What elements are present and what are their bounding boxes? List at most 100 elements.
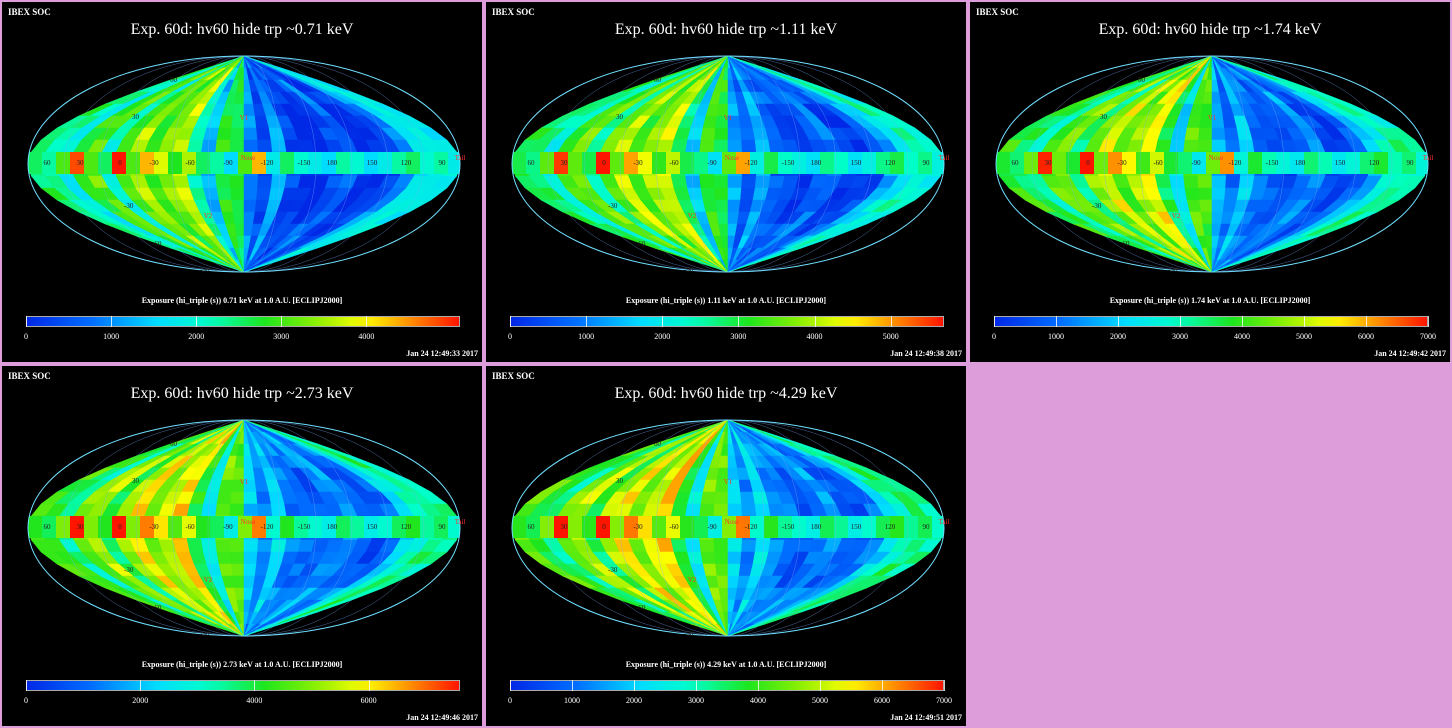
marker-label: V1 xyxy=(1208,114,1217,122)
lat-label: -90 xyxy=(200,266,210,274)
lon-label: 180 xyxy=(1295,159,1306,167)
lon-label: 30 xyxy=(561,523,569,531)
colorbar-tick: 4000 xyxy=(358,332,375,341)
colorbar-tick: 1000 xyxy=(1048,332,1064,341)
lon-label: 30 xyxy=(561,159,569,167)
colorbar-tick-mark xyxy=(758,680,759,691)
lat-label: 30 xyxy=(616,477,624,485)
lat-label: -60 xyxy=(636,240,646,248)
marker-label: Tail xyxy=(939,518,950,526)
marker-label: Tail xyxy=(939,154,950,162)
colorbar-tick-mark xyxy=(696,680,697,691)
colorbar-tick: 5000 xyxy=(1296,332,1312,341)
marker-label: V2 xyxy=(204,576,213,584)
marker-label: Nose xyxy=(725,518,739,526)
lat-label: 60 xyxy=(170,76,178,84)
lat-label: 30 xyxy=(132,477,140,485)
colorbar xyxy=(510,680,944,691)
lon-label: 60 xyxy=(44,159,52,167)
lon-label: 0 xyxy=(602,159,606,167)
colorbar-tick: 0 xyxy=(24,332,28,341)
lat-label: 30 xyxy=(1100,113,1108,121)
marker-label: Tail xyxy=(455,154,466,162)
lon-label: 150 xyxy=(367,159,378,167)
lon-label: -90 xyxy=(223,523,233,531)
lon-label: 0 xyxy=(1086,159,1090,167)
marker-label: V2 xyxy=(204,212,213,220)
colorbar-tick: 0 xyxy=(508,696,512,705)
lon-label: -150 xyxy=(298,523,311,531)
lon-label: -90 xyxy=(707,523,717,531)
skymap-panel: IBEX SOC Exp. 60d: hv60 hide trp ~0.71 ke… xyxy=(2,2,482,362)
colorbar-tick: 0 xyxy=(992,332,996,341)
lat-label: 60 xyxy=(654,76,662,84)
mollweide-map: 60 30 0 -30 -60 -90 -120 -150 180 150 120 90 60 30 -30… xyxy=(27,419,465,638)
colorbar-tick: 2000 xyxy=(132,696,149,705)
panel-title: Exp. 60d: hv60 hide trp ~4.29 keV xyxy=(614,385,838,402)
colorbar-tick: 5000 xyxy=(882,332,899,341)
lon-label: -120 xyxy=(745,159,758,167)
lat-label: -60 xyxy=(152,240,162,248)
lon-label: 180 xyxy=(327,523,338,531)
colorbar-label: Exposure (hi_triple (s)) 2.73 keV at 1.0… xyxy=(141,660,343,669)
lon-label: 180 xyxy=(327,159,338,167)
lat-label: -30 xyxy=(124,566,134,574)
colorbar-tick: 4000 xyxy=(246,696,263,705)
lon-label: 150 xyxy=(1335,159,1346,167)
lon-label: -150 xyxy=(298,159,311,167)
marker-label: Nose xyxy=(725,154,739,162)
lon-label: 30 xyxy=(77,159,85,167)
colorbar-tick-mark xyxy=(281,316,283,327)
colorbar-tick-mark xyxy=(111,316,113,327)
colorbar-tick-mark xyxy=(634,680,635,691)
colorbar-tick-mark xyxy=(366,316,368,327)
marker-label: V2 xyxy=(688,212,697,220)
org-label: IBEX SOC xyxy=(492,7,535,17)
colorbar-tick-mark xyxy=(586,316,588,327)
lon-label: -120 xyxy=(261,159,274,167)
colorbar-tick-mark xyxy=(254,680,256,691)
colorbar-tick: 7000 xyxy=(936,696,952,705)
colorbar-tick: 3000 xyxy=(730,332,747,341)
lat-label: 30 xyxy=(616,113,624,121)
lon-label: 120 xyxy=(401,159,412,167)
colorbar-tick-mark xyxy=(890,316,892,327)
colorbar-label: Exposure (hi_triple (s)) 0.71 keV at 1.0… xyxy=(141,296,343,305)
skymap-panel: IBEX SOC Exp. 60d: hv60 hide trp ~2.73 ke… xyxy=(2,366,482,726)
lon-label: 120 xyxy=(885,159,896,167)
lon-label: 30 xyxy=(77,523,85,531)
timestamp: Jan 24 12:49:46 2017 xyxy=(406,713,478,722)
org-label: IBEX SOC xyxy=(492,371,535,381)
lon-label: -60 xyxy=(1153,159,1163,167)
colorbar-tick-mark xyxy=(882,680,883,691)
lon-label: 150 xyxy=(851,159,862,167)
colorbar-tick-mark xyxy=(510,316,511,327)
lon-label: -90 xyxy=(707,159,717,167)
colorbar-tick-mark xyxy=(994,316,995,327)
org-label: IBEX SOC xyxy=(8,371,51,381)
colorbar-tick: 4000 xyxy=(750,696,766,705)
skymap-panel: IBEX SOC Exp. 60d: hv60 hide trp ~1.11 ke… xyxy=(486,2,966,362)
colorbar-tick: 4000 xyxy=(806,332,823,341)
lon-label: 90 xyxy=(439,159,447,167)
colorbar-tick-mark xyxy=(1056,316,1057,327)
colorbar-label: Exposure (hi_triple (s)) 1.74 keV at 1.0… xyxy=(1109,296,1311,305)
lon-label: -120 xyxy=(1229,159,1242,167)
lat-label: -60 xyxy=(1120,240,1130,248)
timestamp: Jan 24 12:49:51 2017 xyxy=(890,713,962,722)
lon-label: -120 xyxy=(745,523,758,531)
colorbar-tick: 0 xyxy=(24,696,28,705)
empty-panel xyxy=(970,366,1450,726)
colorbar-tick-mark xyxy=(510,680,511,691)
lon-label: -120 xyxy=(261,523,274,531)
colorbar-tick-mark xyxy=(1428,316,1429,327)
colorbar-tick: 3000 xyxy=(1172,332,1188,341)
marker-label: V2 xyxy=(1172,212,1181,220)
lat-label: 60 xyxy=(170,440,178,448)
colorbar-tick: 6000 xyxy=(360,696,377,705)
timestamp: Jan 24 12:49:38 2017 xyxy=(890,349,962,358)
marker-label: Nose xyxy=(1209,154,1223,162)
colorbar-tick-mark xyxy=(814,316,816,327)
lon-label: -150 xyxy=(1266,159,1279,167)
colorbar-tick-mark xyxy=(196,316,198,327)
